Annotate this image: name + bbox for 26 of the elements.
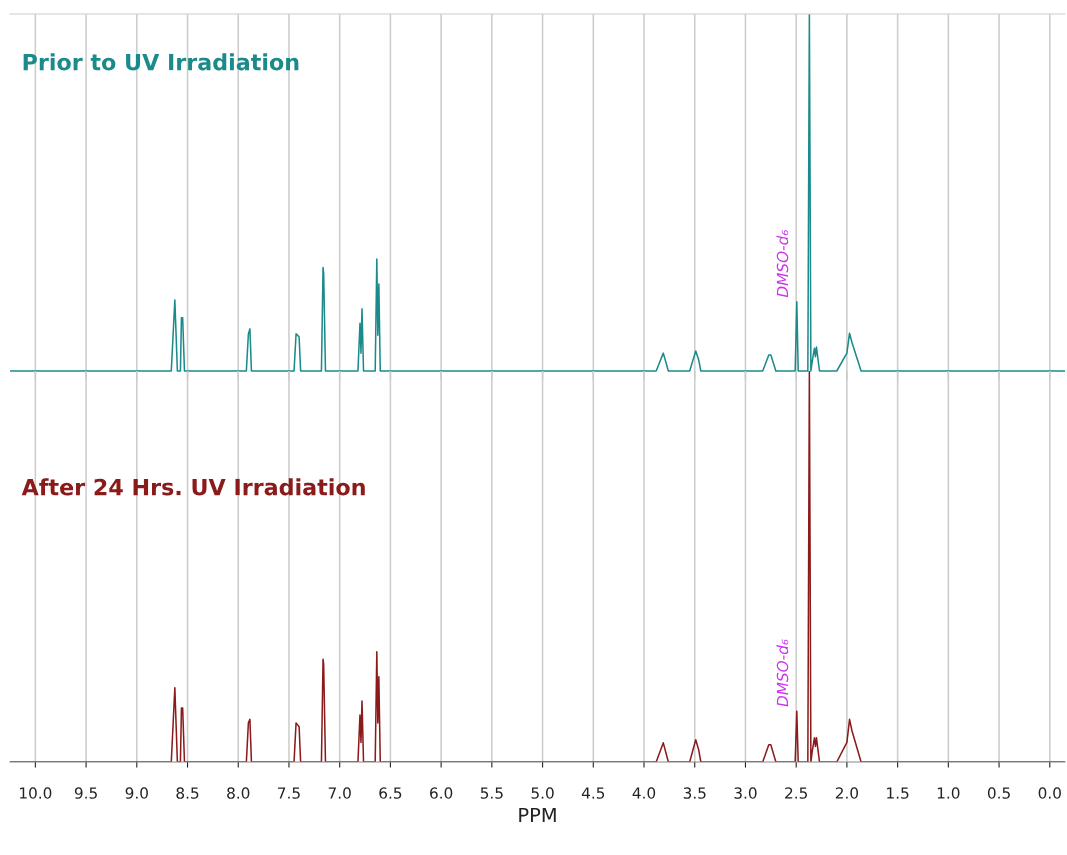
annotation: DMSO-d₆ [776, 639, 789, 707]
x-tick-label: 9.0 [125, 787, 148, 799]
x-tick-label: 5.0 [531, 787, 554, 799]
x-tick-label: 2.0 [835, 787, 859, 799]
x-tick-label: 2.5 [785, 787, 807, 799]
x-tick-label: 6.0 [430, 787, 453, 799]
x-tick-label: 5.5 [480, 787, 503, 799]
x-tick-label: 9.5 [74, 787, 97, 799]
x-tick-label: 1.5 [887, 787, 909, 799]
x-tick-label: 7.5 [278, 787, 300, 799]
x-tick-label: 6.5 [379, 787, 402, 799]
x-tick-label: 3.0 [734, 787, 757, 799]
text: Prior to UV Irradiation [23, 53, 299, 71]
x-axis-title: PPM [519, 807, 556, 823]
x-tick-label: 4.5 [581, 787, 605, 799]
x-tick-label: 0.5 [987, 787, 1010, 799]
x-tick-label: 3.5 [683, 787, 706, 799]
x-tick-label: 1.0 [937, 787, 960, 799]
annotation: DMSO-d₆ [776, 229, 789, 298]
x-tick-label: 8.0 [227, 787, 250, 799]
x-tick-label: 10.0 [20, 787, 52, 799]
x-tick-label: 7.0 [328, 787, 351, 799]
x-tick-label: 0.0 [1038, 787, 1061, 799]
text: After 24 Hrs. UV Irradiation [21, 478, 365, 496]
x-tick-label: 4.0 [632, 787, 656, 799]
x-tick-label: 8.5 [176, 787, 199, 799]
